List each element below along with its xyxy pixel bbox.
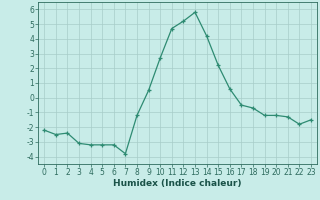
X-axis label: Humidex (Indice chaleur): Humidex (Indice chaleur) bbox=[113, 179, 242, 188]
